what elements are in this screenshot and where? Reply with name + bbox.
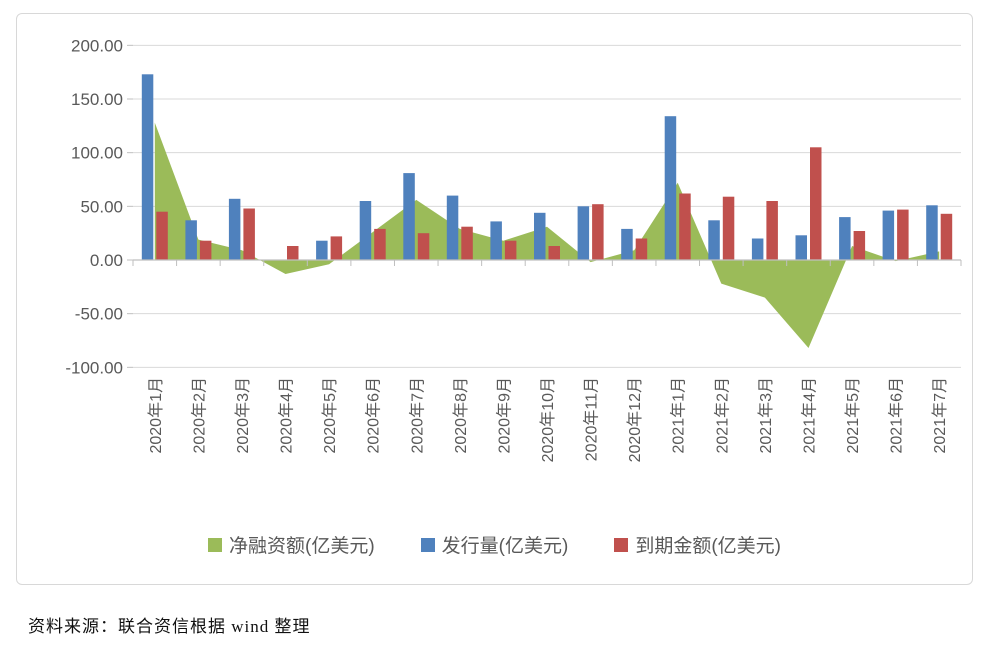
maturity-bar	[243, 208, 255, 260]
maturity-bar	[679, 193, 691, 260]
x-axis-category-label: 2020年12月	[626, 377, 644, 462]
maturity-bar	[156, 211, 168, 260]
x-axis-category-label: 2021年7月	[931, 377, 949, 454]
maturity-bar	[766, 201, 778, 260]
issuance-bar	[621, 228, 633, 260]
x-axis-category-label: 2020年2月	[190, 377, 208, 454]
legend-swatch-icon	[614, 537, 629, 552]
x-axis-category-label: 2021年5月	[844, 377, 862, 454]
issuance-bar	[795, 235, 807, 260]
legend-item-net-financing: 净融资额(亿美元)	[208, 531, 375, 558]
issuance-bar	[751, 238, 764, 260]
y-axis-tick-label: 50.00	[80, 197, 123, 216]
y-axis-tick-label: 150.00	[71, 90, 123, 109]
legend-label: 净融资额(亿美元)	[229, 536, 375, 557]
legend-label: 到期金额(亿美元)	[635, 536, 781, 557]
x-axis-category-label: 2020年4月	[278, 377, 296, 454]
issuance-bar	[708, 220, 720, 260]
x-axis-category-label: 2021年2月	[713, 377, 731, 454]
maturity-bar	[417, 233, 430, 260]
y-axis-tick-label: -50.00	[75, 305, 123, 324]
legend-swatch-icon	[208, 537, 223, 552]
x-axis-category-label: 2021年3月	[757, 377, 775, 454]
x-axis-category-label: 2020年3月	[234, 377, 252, 454]
x-axis-category-label: 2020年1月	[147, 377, 165, 454]
x-axis-category-label: 2020年8月	[452, 377, 470, 454]
source-note: 资料来源：联合资信根据 wind 整理	[28, 617, 311, 636]
maturity-bar	[374, 228, 386, 260]
maturity-bar	[810, 147, 822, 260]
maturity-bar	[592, 204, 604, 260]
x-axis-category-label: 2020年6月	[365, 377, 383, 454]
y-axis-tick-label: -100.00	[65, 358, 123, 377]
maturity-bar	[940, 213, 953, 260]
issuance-bar	[141, 74, 154, 260]
maturity-bar	[548, 246, 560, 260]
maturity-bar	[199, 240, 212, 260]
issuance-bar	[839, 217, 851, 260]
maturity-bar	[722, 196, 735, 260]
maturity-bar	[504, 240, 517, 260]
issuance-bar	[664, 116, 677, 260]
legend-swatch-icon	[420, 537, 435, 552]
issuance-bar	[185, 220, 197, 260]
maturity-bar	[853, 231, 866, 260]
net-financing-area	[154, 122, 940, 348]
legend-item-issuance: 发行量(亿美元)	[420, 531, 569, 558]
issuance-bar	[446, 195, 459, 260]
chart-legend: 净融资额(亿美元) 发行量(亿美元) 到期金额(亿美元)	[17, 531, 972, 558]
legend-label: 发行量(亿美元)	[441, 536, 569, 557]
combo-chart: 200.00 150.00 100.00 50.00 0.00 -50.00 -100.00…	[65, 36, 962, 462]
issuance-bar	[228, 198, 241, 260]
chart-panel: 200.00 150.00 100.00 50.00 0.00 -50.00 -100.00…	[16, 13, 973, 585]
issuance-bar	[316, 240, 328, 260]
x-axis-category-label: 2020年5月	[321, 377, 339, 454]
y-axis-tick-label: 0.00	[90, 251, 123, 270]
maturity-bar	[330, 236, 343, 260]
x-axis-category-label: 2020年10月	[539, 377, 557, 462]
issuance-bar	[403, 173, 415, 260]
issuance-bar	[490, 221, 502, 260]
y-axis-tick-label: 100.00	[71, 144, 123, 163]
maturity-bar	[287, 246, 299, 260]
maturity-bar	[897, 209, 909, 260]
maturity-bar	[461, 226, 473, 260]
x-axis-category-label: 2021年6月	[888, 377, 906, 454]
issuance-bar	[534, 212, 546, 260]
maturity-bar	[635, 238, 648, 260]
issuance-bar	[359, 201, 372, 260]
x-axis-category-label: 2020年11月	[583, 377, 601, 461]
x-axis-category-label: 2020年7月	[408, 377, 426, 454]
legend-item-maturity: 到期金额(亿美元)	[614, 531, 781, 558]
y-axis-tick-label: 200.00	[71, 36, 123, 55]
issuance-bar	[926, 205, 938, 260]
issuance-bar	[882, 210, 895, 260]
issuance-bar	[577, 206, 590, 260]
x-axis-category-label: 2020年9月	[495, 377, 513, 454]
x-axis-category-label: 2021年4月	[800, 377, 818, 454]
x-axis-category-label: 2021年1月	[670, 377, 688, 454]
